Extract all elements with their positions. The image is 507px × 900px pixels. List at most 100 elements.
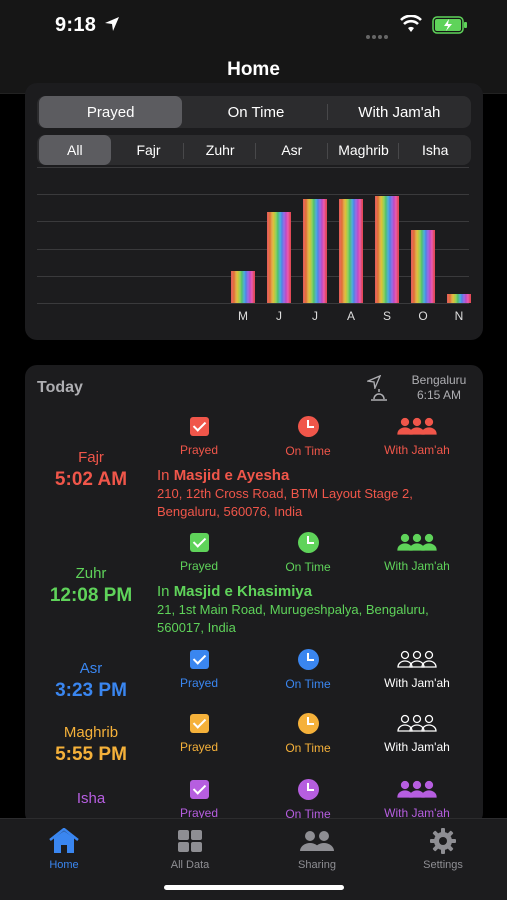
sunrise-time: 6:15 AM: [416, 388, 462, 402]
today-heading: Today: [37, 379, 83, 396]
mosque-address: 210, 12th Cross Road, BTM Layout Stage 2…: [157, 486, 413, 519]
chart-x-tick-label: N: [454, 309, 464, 323]
prayed-status[interactable]: Prayed: [159, 650, 239, 690]
today-card: Today Bengaluru 6:15 AM Fajr 5:02 AM Praye…: [25, 365, 483, 825]
tab-label: Isha: [421, 142, 449, 158]
jamah-status[interactable]: With Jam'ah: [377, 780, 457, 820]
chart-gridline: [37, 194, 469, 196]
prayer-name: Zuhr: [75, 565, 107, 582]
status-label: Prayed: [179, 443, 219, 457]
prayer-time: 5:55 PM: [55, 744, 127, 765]
tab-on-time[interactable]: On Time: [184, 96, 328, 128]
checkbox-icon: [189, 650, 209, 669]
tab-label: Maghrib: [338, 142, 389, 158]
prayed-status[interactable]: Prayed: [159, 533, 239, 573]
status-label: With Jam'ah: [384, 740, 450, 754]
on-time-status[interactable]: On Time: [268, 713, 348, 755]
on-time-status[interactable]: On Time: [268, 416, 348, 458]
status-label: On Time: [285, 444, 331, 458]
signal-icon: [366, 26, 390, 39]
jamah-status[interactable]: With Jam'ah: [377, 533, 457, 573]
tab-sharing[interactable]: Sharing: [272, 827, 362, 871]
tab-label: Settings: [423, 859, 463, 871]
checkbox-icon: [189, 780, 209, 799]
checkbox-icon: [189, 533, 209, 552]
tab-all-data[interactable]: All Data: [145, 827, 235, 871]
status-label: Prayed: [179, 676, 219, 690]
chart-gridline: [37, 167, 469, 168]
tab-isha[interactable]: Isha: [399, 135, 471, 165]
prayer-name: Isha: [76, 790, 106, 807]
prayed-status[interactable]: Prayed: [159, 714, 239, 754]
prayer-time: 12:08 PM: [49, 585, 133, 606]
jamah-status[interactable]: With Jam'ah: [377, 417, 457, 457]
status-label: On Time: [285, 741, 331, 755]
people-icon: [300, 831, 334, 851]
prayer-time: 3:23 PM: [55, 680, 127, 701]
mosque-title: Masjid e Ayesha: [173, 467, 290, 484]
chart-x-tick-label: O: [418, 309, 428, 323]
stats-card: Prayed On Time With Jam'ah All Fajr Zuhr…: [25, 83, 483, 340]
battery-icon: [432, 16, 467, 34]
mosque-name[interactable]: In Masjid e Ayesha: [157, 467, 289, 484]
mosque-name[interactable]: In Masjid e Khasimiya: [157, 583, 312, 600]
mosque-title: Masjid e Khasimiya: [173, 583, 313, 600]
status-label: With Jam'ah: [384, 443, 450, 457]
checkbox-icon: [189, 417, 209, 436]
clock-icon: [297, 713, 319, 734]
on-time-status[interactable]: On Time: [268, 649, 348, 691]
tab-fajr[interactable]: Fajr: [113, 135, 185, 165]
checkbox-icon: [189, 714, 209, 733]
tab-settings[interactable]: Settings: [398, 827, 488, 871]
prayer-segmented-control: All Fajr Zuhr Asr Maghrib Isha: [37, 135, 471, 165]
tab-label: On Time: [227, 103, 285, 121]
jamah-status[interactable]: With Jam'ah: [377, 714, 457, 754]
chart-x-tick-label: J: [276, 309, 282, 323]
tab-home[interactable]: Home: [19, 827, 109, 871]
prayed-status[interactable]: Prayed: [159, 417, 239, 457]
location-arrow-icon: [105, 17, 119, 31]
group-icon: [397, 780, 437, 798]
group-icon: [397, 417, 437, 435]
prayer-name: Fajr: [78, 449, 104, 466]
grid-icon: [178, 830, 202, 852]
clock-icon: [297, 416, 319, 437]
tab-label: With Jam'ah: [358, 103, 441, 121]
chart-bar: [231, 271, 255, 303]
tab-label: Prayed: [86, 103, 135, 121]
home-indicator: [164, 885, 344, 890]
tab-all[interactable]: All: [39, 135, 111, 165]
in-label: In: [157, 583, 170, 600]
chart-bar: [411, 230, 435, 303]
tab-maghrib[interactable]: Maghrib: [328, 135, 400, 165]
tab-asr[interactable]: Asr: [256, 135, 328, 165]
tab-zuhr[interactable]: Zuhr: [184, 135, 257, 165]
tab-label: All: [67, 142, 83, 158]
group-icon: [397, 533, 437, 551]
chart-gridline: [37, 303, 469, 304]
status-label: With Jam'ah: [384, 806, 450, 820]
tab-with-jamah[interactable]: With Jam'ah: [328, 96, 471, 128]
tab-prayed[interactable]: Prayed: [39, 96, 183, 128]
prayed-status[interactable]: Prayed: [159, 780, 239, 820]
tab-label: Fajr: [136, 142, 161, 158]
chart-x-tick-label: J: [312, 309, 318, 323]
clock-icon: [297, 779, 319, 800]
status-label: Prayed: [179, 740, 219, 754]
status-label: On Time: [285, 807, 331, 821]
clock-icon: [297, 649, 319, 670]
mosque-address: 21, 1st Main Road, Murugeshpalya, Bengal…: [157, 602, 429, 635]
status-label: On Time: [285, 560, 331, 574]
tab-label: Home: [49, 859, 79, 871]
status-label: With Jam'ah: [384, 559, 450, 573]
status-label: On Time: [285, 677, 331, 691]
chart-bar: [267, 212, 291, 303]
status-label: With Jam'ah: [384, 676, 450, 690]
sunrise-icon: [371, 389, 387, 401]
prayer-name: Maghrib: [63, 724, 119, 741]
status-label: Prayed: [179, 806, 219, 820]
prayer-time: 5:02 AM: [54, 469, 128, 490]
on-time-status[interactable]: On Time: [268, 779, 348, 821]
jamah-status[interactable]: With Jam'ah: [377, 650, 457, 690]
on-time-status[interactable]: On Time: [268, 532, 348, 574]
